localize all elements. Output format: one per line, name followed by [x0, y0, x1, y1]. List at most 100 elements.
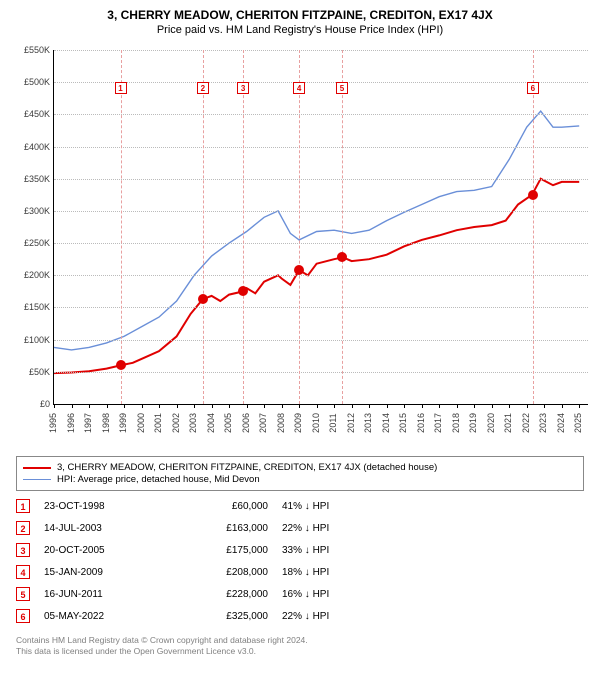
x-axis-label: 2016	[416, 408, 426, 438]
footer-line1: Contains HM Land Registry data © Crown c…	[16, 635, 584, 646]
chart-title: 3, CHERRY MEADOW, CHERITON FITZPAINE, CR…	[8, 8, 592, 22]
x-axis-label: 2000	[136, 408, 146, 438]
y-axis-label: £250K	[8, 238, 50, 248]
x-axis-label: 1999	[118, 408, 128, 438]
chart-lines	[54, 50, 588, 404]
gridline	[54, 211, 588, 212]
y-axis-label: £150K	[8, 302, 50, 312]
sale-marker-box: 4	[293, 82, 305, 94]
sale-vline	[533, 50, 534, 404]
gridline	[54, 275, 588, 276]
row-index-box: 4	[16, 565, 30, 579]
row-pct: 22% ↓ HPI	[282, 611, 392, 622]
y-axis-label: £0	[8, 399, 50, 409]
gridline	[54, 307, 588, 308]
sale-marker-box: 3	[237, 82, 249, 94]
x-axis-label: 2025	[573, 408, 583, 438]
legend-item: HPI: Average price, detached house, Mid …	[23, 474, 577, 485]
legend-swatch	[23, 467, 51, 469]
x-axis-label: 2004	[206, 408, 216, 438]
page: 3, CHERRY MEADOW, CHERITON FITZPAINE, CR…	[0, 0, 600, 680]
row-price: £228,000	[178, 589, 268, 600]
legend-label: HPI: Average price, detached house, Mid …	[57, 474, 260, 485]
y-axis-label: £50K	[8, 367, 50, 377]
table-row: 123-OCT-1998£60,00041% ↓ HPI	[16, 495, 584, 517]
x-axis-label: 2014	[381, 408, 391, 438]
sale-marker-box: 5	[336, 82, 348, 94]
row-date: 20-OCT-2005	[44, 545, 164, 556]
x-axis-label: 2012	[346, 408, 356, 438]
table-row: 4 15-JAN-2009 £208,000 18% ↓ HPI	[16, 561, 584, 583]
x-axis-label: 2003	[188, 408, 198, 438]
plot-area: 1 2 3 4 5 6	[53, 50, 588, 405]
row-index-box: 2	[16, 521, 30, 535]
sale-marker-box: 6	[527, 82, 539, 94]
x-axis-label: 1997	[83, 408, 93, 438]
x-axis-label: 2015	[398, 408, 408, 438]
gridline	[54, 82, 588, 83]
x-axis-label: 2013	[363, 408, 373, 438]
sale-marker-box: 2	[197, 82, 209, 94]
x-axis-label: 2006	[241, 408, 251, 438]
y-axis-label: £450K	[8, 109, 50, 119]
table-row: 6 05-MAY-2022 £325,000 22% ↓ HPI	[16, 605, 584, 627]
sale-dot	[116, 360, 126, 370]
row-price: £163,000	[178, 523, 268, 534]
x-axis-label: 1996	[66, 408, 76, 438]
x-axis-label: 2021	[503, 408, 513, 438]
sale-dot	[294, 265, 304, 275]
y-axis-label: £300K	[8, 206, 50, 216]
row-price: £325,000	[178, 611, 268, 622]
y-axis-label: £100K	[8, 335, 50, 345]
x-axis-label: 2024	[556, 408, 566, 438]
x-axis-label: 2002	[171, 408, 181, 438]
x-axis-label: 2008	[276, 408, 286, 438]
row-date: 14-JUL-2003	[44, 523, 164, 534]
y-axis-label: £550K	[8, 45, 50, 55]
row-date: 23-OCT-1998	[44, 501, 164, 512]
sale-dot	[337, 252, 347, 262]
row-pct: 18% ↓ HPI	[282, 567, 392, 578]
sale-vline	[342, 50, 343, 404]
chart-subtitle: Price paid vs. HM Land Registry's House …	[8, 24, 592, 36]
x-axis-label: 2020	[486, 408, 496, 438]
gridline	[54, 50, 588, 51]
x-axis-label: 2010	[311, 408, 321, 438]
x-axis-label: 2023	[538, 408, 548, 438]
row-pct: 16% ↓ HPI	[282, 589, 392, 600]
row-pct: 22% ↓ HPI	[282, 523, 392, 534]
row-price: £208,000	[178, 567, 268, 578]
sale-dot	[198, 294, 208, 304]
x-axis-label: 2007	[258, 408, 268, 438]
x-axis-label: 1998	[101, 408, 111, 438]
y-axis-label: £400K	[8, 142, 50, 152]
sale-dot	[528, 190, 538, 200]
footer-line2: This data is licensed under the Open Gov…	[16, 646, 584, 657]
row-index-box: 3	[16, 543, 30, 557]
y-axis-label: £200K	[8, 270, 50, 280]
x-axis-label: 2011	[328, 408, 338, 438]
gridline	[54, 147, 588, 148]
row-date: 05-MAY-2022	[44, 611, 164, 622]
x-axis-label: 2019	[468, 408, 478, 438]
row-index-box: 6	[16, 609, 30, 623]
legend-label: 3, CHERRY MEADOW, CHERITON FITZPAINE, CR…	[57, 462, 437, 473]
x-axis-label: 2009	[293, 408, 303, 438]
row-index-box: 5	[16, 587, 30, 601]
x-axis-label: 2022	[521, 408, 531, 438]
sale-marker-box: 1	[115, 82, 127, 94]
row-index-box: 1	[16, 499, 30, 513]
footer: Contains HM Land Registry data © Crown c…	[16, 635, 584, 657]
gridline	[54, 243, 588, 244]
x-axis-label: 2018	[451, 408, 461, 438]
sale-vline	[121, 50, 122, 404]
sale-dot	[238, 286, 248, 296]
gridline	[54, 114, 588, 115]
row-date: 15-JAN-2009	[44, 567, 164, 578]
x-axis-label: 2001	[153, 408, 163, 438]
gridline	[54, 179, 588, 180]
gridline	[54, 372, 588, 373]
x-axis-label: 1995	[48, 408, 58, 438]
table-row: 320-OCT-2005£175,00033% ↓ HPI	[16, 539, 584, 561]
sale-vline	[299, 50, 300, 404]
